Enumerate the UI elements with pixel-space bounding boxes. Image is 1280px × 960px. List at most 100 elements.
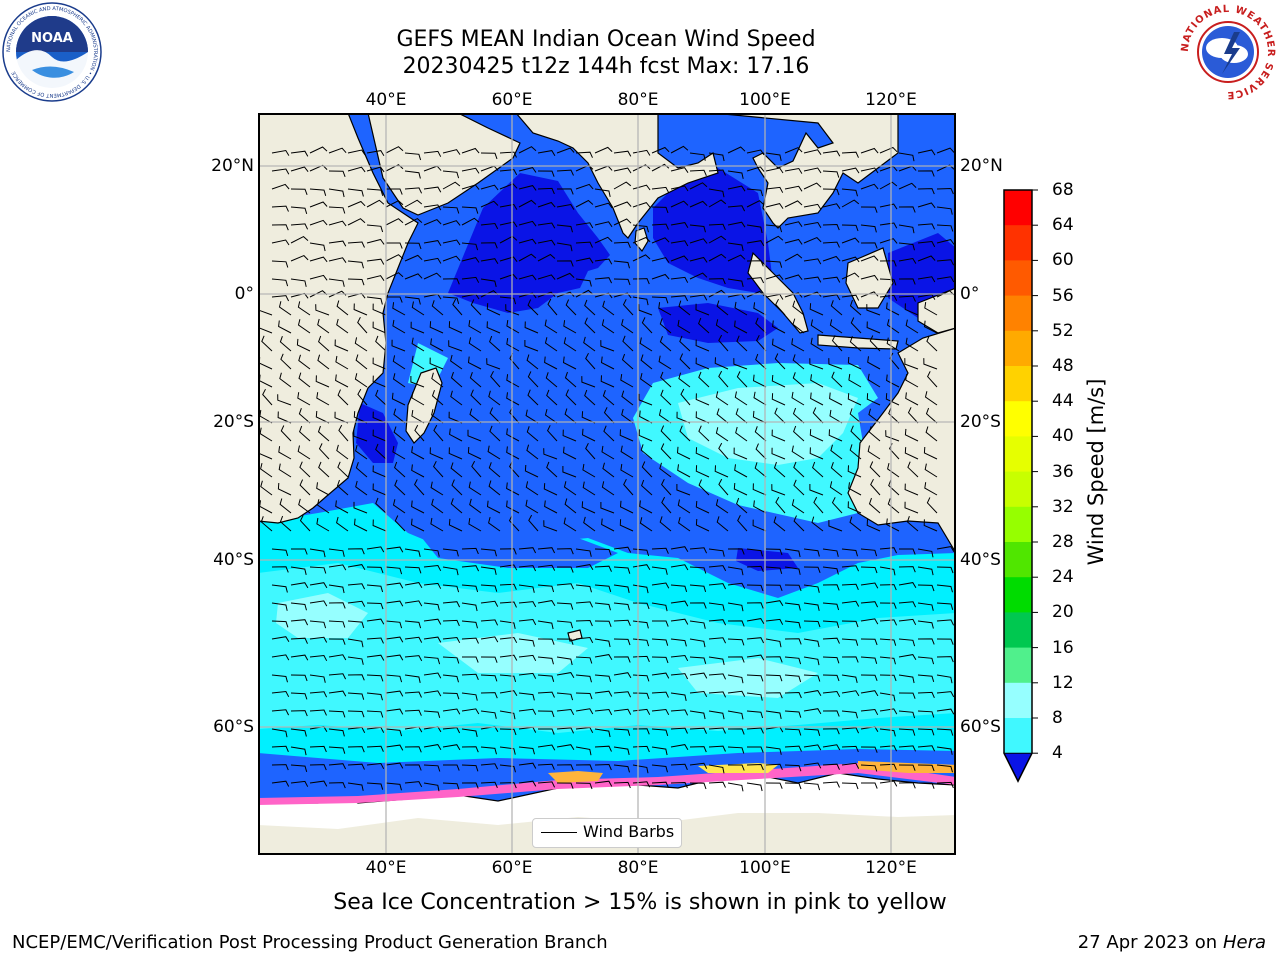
wind-barb bbox=[537, 638, 555, 645]
wind-barb bbox=[695, 303, 710, 316]
wind-barb bbox=[357, 316, 368, 334]
wind-barb bbox=[613, 584, 630, 594]
wind-barb bbox=[905, 392, 919, 406]
wind-barb bbox=[936, 691, 955, 698]
wind-barb bbox=[886, 518, 900, 532]
wind-barb bbox=[385, 744, 404, 751]
wind-barb bbox=[613, 764, 630, 773]
wind-barb bbox=[765, 260, 783, 268]
wind-barb bbox=[784, 185, 803, 192]
wind-barb bbox=[393, 426, 406, 442]
wind-barb bbox=[347, 564, 366, 570]
wind-barb bbox=[353, 430, 368, 442]
wind-barb bbox=[659, 318, 672, 334]
wind-barb bbox=[822, 548, 839, 557]
wind-barb bbox=[461, 728, 478, 738]
wind-barb bbox=[410, 321, 425, 334]
wind-barb bbox=[784, 274, 803, 281]
colorbar-segment bbox=[1004, 718, 1032, 754]
wind-barb bbox=[678, 300, 691, 316]
wind-barb bbox=[271, 745, 289, 752]
wind-barb bbox=[260, 516, 273, 532]
wind-barb bbox=[385, 620, 403, 629]
wind-barb bbox=[480, 566, 497, 575]
wind-barb bbox=[404, 242, 422, 250]
wind-barb bbox=[860, 183, 879, 190]
wind-barb bbox=[575, 656, 593, 664]
wind-barb bbox=[279, 498, 292, 514]
wind-barb bbox=[765, 235, 784, 244]
wind-barb bbox=[803, 728, 821, 736]
wind-barb bbox=[309, 654, 328, 662]
wind-barb bbox=[271, 260, 289, 268]
wind-barb bbox=[594, 584, 612, 593]
wind-barb bbox=[613, 546, 632, 553]
wind-barb bbox=[849, 444, 862, 460]
low-speed-arabian-sea bbox=[448, 173, 610, 313]
wind-barb bbox=[600, 375, 615, 388]
max-wind-patch-central bbox=[438, 633, 588, 673]
colorbar-tick-label: 56 bbox=[1052, 285, 1074, 306]
wind-barb bbox=[830, 444, 843, 460]
wind-barb bbox=[771, 374, 786, 388]
wind-barb bbox=[660, 443, 672, 460]
wind-barb bbox=[394, 461, 406, 478]
wind-barb bbox=[746, 565, 764, 573]
wind-barb bbox=[499, 183, 518, 190]
wind-barb bbox=[670, 255, 689, 262]
wind-barb bbox=[448, 447, 463, 460]
wind-barb bbox=[809, 429, 824, 442]
wind-barb bbox=[613, 781, 631, 789]
wind-barb bbox=[490, 370, 501, 388]
wind-barb bbox=[792, 407, 805, 424]
wind-barb bbox=[727, 548, 745, 555]
wind-barb bbox=[841, 188, 858, 197]
wind-barb bbox=[860, 618, 879, 625]
wind-barb bbox=[581, 376, 596, 388]
wind-barb bbox=[442, 220, 461, 226]
wind-barb bbox=[803, 258, 822, 265]
wind-barb bbox=[461, 708, 480, 715]
wind-barb bbox=[461, 242, 479, 251]
wind-barb bbox=[613, 292, 632, 299]
wind-barb bbox=[765, 618, 784, 625]
wind-barb bbox=[411, 301, 425, 316]
wind-barb bbox=[309, 636, 328, 643]
wind-barb bbox=[353, 501, 368, 514]
wind-barb bbox=[450, 390, 463, 406]
wind-barb bbox=[670, 727, 688, 734]
wind-barb bbox=[499, 548, 517, 555]
wind-barb bbox=[290, 764, 308, 773]
wind-barb bbox=[562, 466, 577, 478]
wind-barb bbox=[917, 170, 935, 177]
wind-barb bbox=[328, 673, 347, 680]
wind-barb bbox=[917, 674, 935, 683]
wind-barb bbox=[499, 674, 517, 683]
wind-barb bbox=[822, 188, 840, 196]
wind-barb bbox=[727, 674, 744, 684]
wind-barb bbox=[423, 548, 440, 557]
wind-barb bbox=[431, 300, 444, 316]
wind-barb bbox=[613, 728, 631, 736]
wind-barb bbox=[811, 516, 824, 532]
wind-barb bbox=[411, 391, 425, 406]
wind-barb bbox=[904, 428, 919, 442]
wind-barb bbox=[620, 445, 634, 460]
wind-barb bbox=[869, 461, 881, 478]
wind-barb bbox=[651, 146, 670, 154]
wind-barb bbox=[467, 429, 482, 442]
wind-barb bbox=[651, 602, 668, 612]
wind-barb bbox=[936, 224, 954, 232]
wind-barb bbox=[822, 294, 841, 301]
wind-barb bbox=[879, 638, 897, 646]
wind-barb bbox=[556, 188, 574, 195]
wind-barb bbox=[822, 674, 840, 682]
wind-barb bbox=[315, 410, 330, 424]
wind-barb bbox=[904, 501, 919, 514]
wind-barb bbox=[784, 167, 803, 174]
wind-barb bbox=[885, 430, 900, 442]
wind-barb bbox=[556, 260, 574, 267]
y-tick-left-60s: 60°S bbox=[213, 717, 254, 737]
wind-barb bbox=[271, 548, 289, 557]
wind-barb bbox=[765, 167, 784, 174]
